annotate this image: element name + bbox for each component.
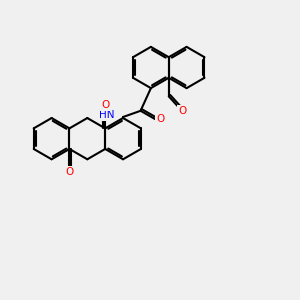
Text: O: O xyxy=(101,100,109,110)
Text: O: O xyxy=(65,167,74,177)
Text: O: O xyxy=(157,114,165,124)
Text: HN: HN xyxy=(99,110,115,120)
Text: O: O xyxy=(178,106,186,116)
